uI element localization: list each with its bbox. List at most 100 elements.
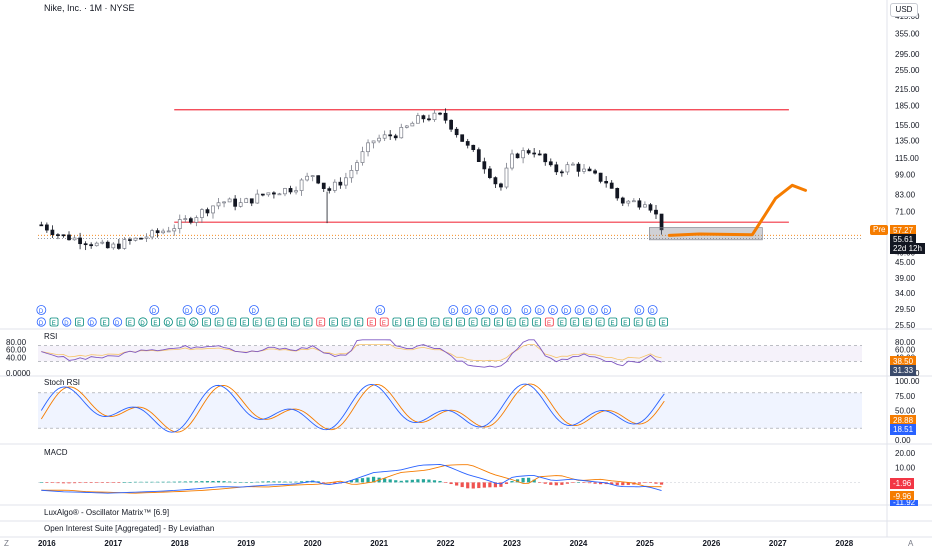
time-tick-label: 2017 <box>104 539 122 548</box>
candle-body <box>227 198 232 203</box>
candle-body <box>155 230 160 234</box>
candle-body <box>654 209 658 215</box>
dividend-icon <box>534 305 545 315</box>
dividend-marker-label: D <box>451 309 456 315</box>
dividend-marker-label: D <box>191 321 196 327</box>
candle-body <box>78 237 82 245</box>
candle-body <box>609 182 614 189</box>
price-tick-label: 185.00 <box>895 101 920 110</box>
earnings-marker-label: E <box>331 321 335 327</box>
macd-histogram-bar <box>305 480 309 483</box>
earnings-icon <box>417 317 427 327</box>
rsi-tick-label-left: 80.00 <box>6 338 27 347</box>
macd-value: -11.92 <box>890 500 919 506</box>
candle-body <box>161 230 166 234</box>
time-tick-label: 2016 <box>38 539 56 548</box>
earnings-marker-label: E <box>636 321 640 327</box>
symbol-title[interactable]: Nike, Inc. · 1M · NYSE <box>44 3 135 13</box>
macd-histogram-bar <box>111 482 115 483</box>
candle-body <box>382 134 387 139</box>
macd-histogram-bar <box>432 480 437 483</box>
macd-histogram-bar <box>277 481 282 483</box>
candle-body <box>183 218 188 220</box>
candle-body <box>61 234 66 237</box>
macd-histogram-bar <box>388 479 392 483</box>
stoch-k-value: 28.88 <box>890 415 917 426</box>
time-tick-label: 2023 <box>503 539 521 548</box>
macd-histogram-bar <box>161 481 165 483</box>
dividend-icon <box>249 305 259 315</box>
macd-histogram-bar <box>499 482 503 487</box>
candle-body <box>543 153 548 163</box>
price-tick-label: 115.00 <box>895 154 919 163</box>
earnings-marker-label: E <box>242 321 246 327</box>
macd-histogram-bar <box>648 482 653 483</box>
macd-histogram-bar <box>183 481 187 483</box>
candle-body <box>111 243 116 249</box>
dividend-marker-label: D <box>378 309 383 315</box>
candle-body <box>105 241 110 249</box>
candle-body <box>399 127 404 139</box>
earnings-icon <box>544 317 554 327</box>
dividend-marker-label: D <box>90 321 95 327</box>
dividend-icon <box>36 317 46 327</box>
macd-tick-label: 20.00 <box>895 449 916 458</box>
dividend-icon <box>574 305 585 315</box>
earnings-icon <box>519 317 529 327</box>
macd-histogram-bar <box>45 482 49 483</box>
earnings-marker-label: E <box>255 321 259 327</box>
macd-histogram-bar <box>233 481 237 483</box>
earnings-icon <box>367 317 376 327</box>
earnings-marker-label: E <box>611 321 615 327</box>
macd-histogram-bar <box>549 482 553 485</box>
candle-body <box>643 204 647 208</box>
dividend-marker-label: D <box>551 309 556 315</box>
earnings-icon <box>646 317 656 327</box>
macd-title[interactable]: MACD <box>44 448 68 457</box>
macd-histogram-bar <box>200 481 204 483</box>
pre-market-price: 57.27 <box>890 225 917 236</box>
dividend-marker-label: D <box>251 309 256 315</box>
earnings-icon <box>227 317 237 327</box>
price-tick-label: 99.00 <box>895 171 916 180</box>
currency-badge[interactable]: USD <box>890 3 918 17</box>
rsi-title[interactable]: RSI <box>44 332 58 341</box>
macd-histogram-bar <box>294 481 298 483</box>
candle-body <box>388 134 393 137</box>
candle-body <box>299 179 304 191</box>
dividend-icon <box>561 305 572 315</box>
candle-body <box>294 190 298 193</box>
candle-body <box>532 152 537 155</box>
dividend-icon <box>112 317 123 327</box>
rsi-value: 31.33 <box>890 365 917 376</box>
candle-body <box>410 122 415 127</box>
macd-histogram-bar <box>261 481 265 483</box>
earnings-icon <box>341 317 351 327</box>
stoch-tick-label: 100.00 <box>895 377 920 386</box>
dividend-marker-label: D <box>590 309 595 315</box>
time-axis-corner-left[interactable]: Z <box>4 539 9 548</box>
macd-histogram-bar <box>565 482 569 484</box>
stoch-rsi-title[interactable]: Stoch RSI <box>44 378 81 387</box>
macd-histogram-bar <box>349 480 354 483</box>
time-tick-label: 2026 <box>702 539 720 548</box>
time-tick-label: 2027 <box>769 539 787 548</box>
earnings-icon <box>49 317 59 327</box>
macd-histogram-bar <box>543 482 547 484</box>
candle-body <box>471 144 476 150</box>
time-axis-corner-right[interactable]: A <box>908 539 914 548</box>
macd-histogram-bar <box>61 482 66 484</box>
earnings-marker-label: E <box>52 321 56 327</box>
macd-histogram-bar <box>621 482 625 486</box>
candle-body <box>305 175 310 181</box>
candle-body <box>554 164 559 173</box>
candle-body <box>593 170 597 174</box>
macd-histogram-bar <box>438 480 442 483</box>
candle-body <box>139 237 143 240</box>
macd-histogram-bar <box>266 481 270 483</box>
candle-body <box>188 218 193 223</box>
earnings-marker-label: E <box>471 321 475 327</box>
macd-histogram-bar <box>482 482 486 488</box>
candle-body <box>83 243 88 246</box>
